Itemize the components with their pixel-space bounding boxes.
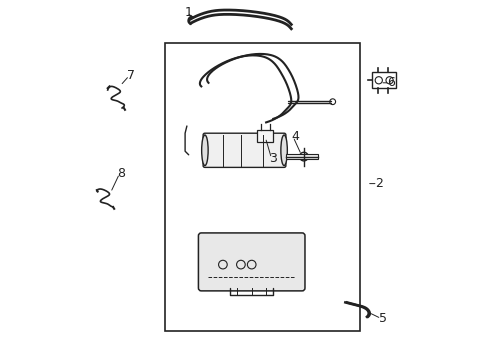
FancyBboxPatch shape xyxy=(198,233,305,291)
Text: 5: 5 xyxy=(378,312,386,325)
Text: 2: 2 xyxy=(375,177,383,190)
Bar xyxy=(257,130,273,142)
Text: 6: 6 xyxy=(386,76,394,89)
Text: 7: 7 xyxy=(127,69,135,82)
Text: 3: 3 xyxy=(269,152,277,165)
Bar xyxy=(285,154,318,159)
Text: 1: 1 xyxy=(184,6,192,19)
Text: 8: 8 xyxy=(117,167,125,180)
Ellipse shape xyxy=(201,135,208,166)
Text: 4: 4 xyxy=(290,130,298,143)
FancyBboxPatch shape xyxy=(203,133,285,167)
Ellipse shape xyxy=(280,135,287,166)
Bar xyxy=(371,72,395,88)
